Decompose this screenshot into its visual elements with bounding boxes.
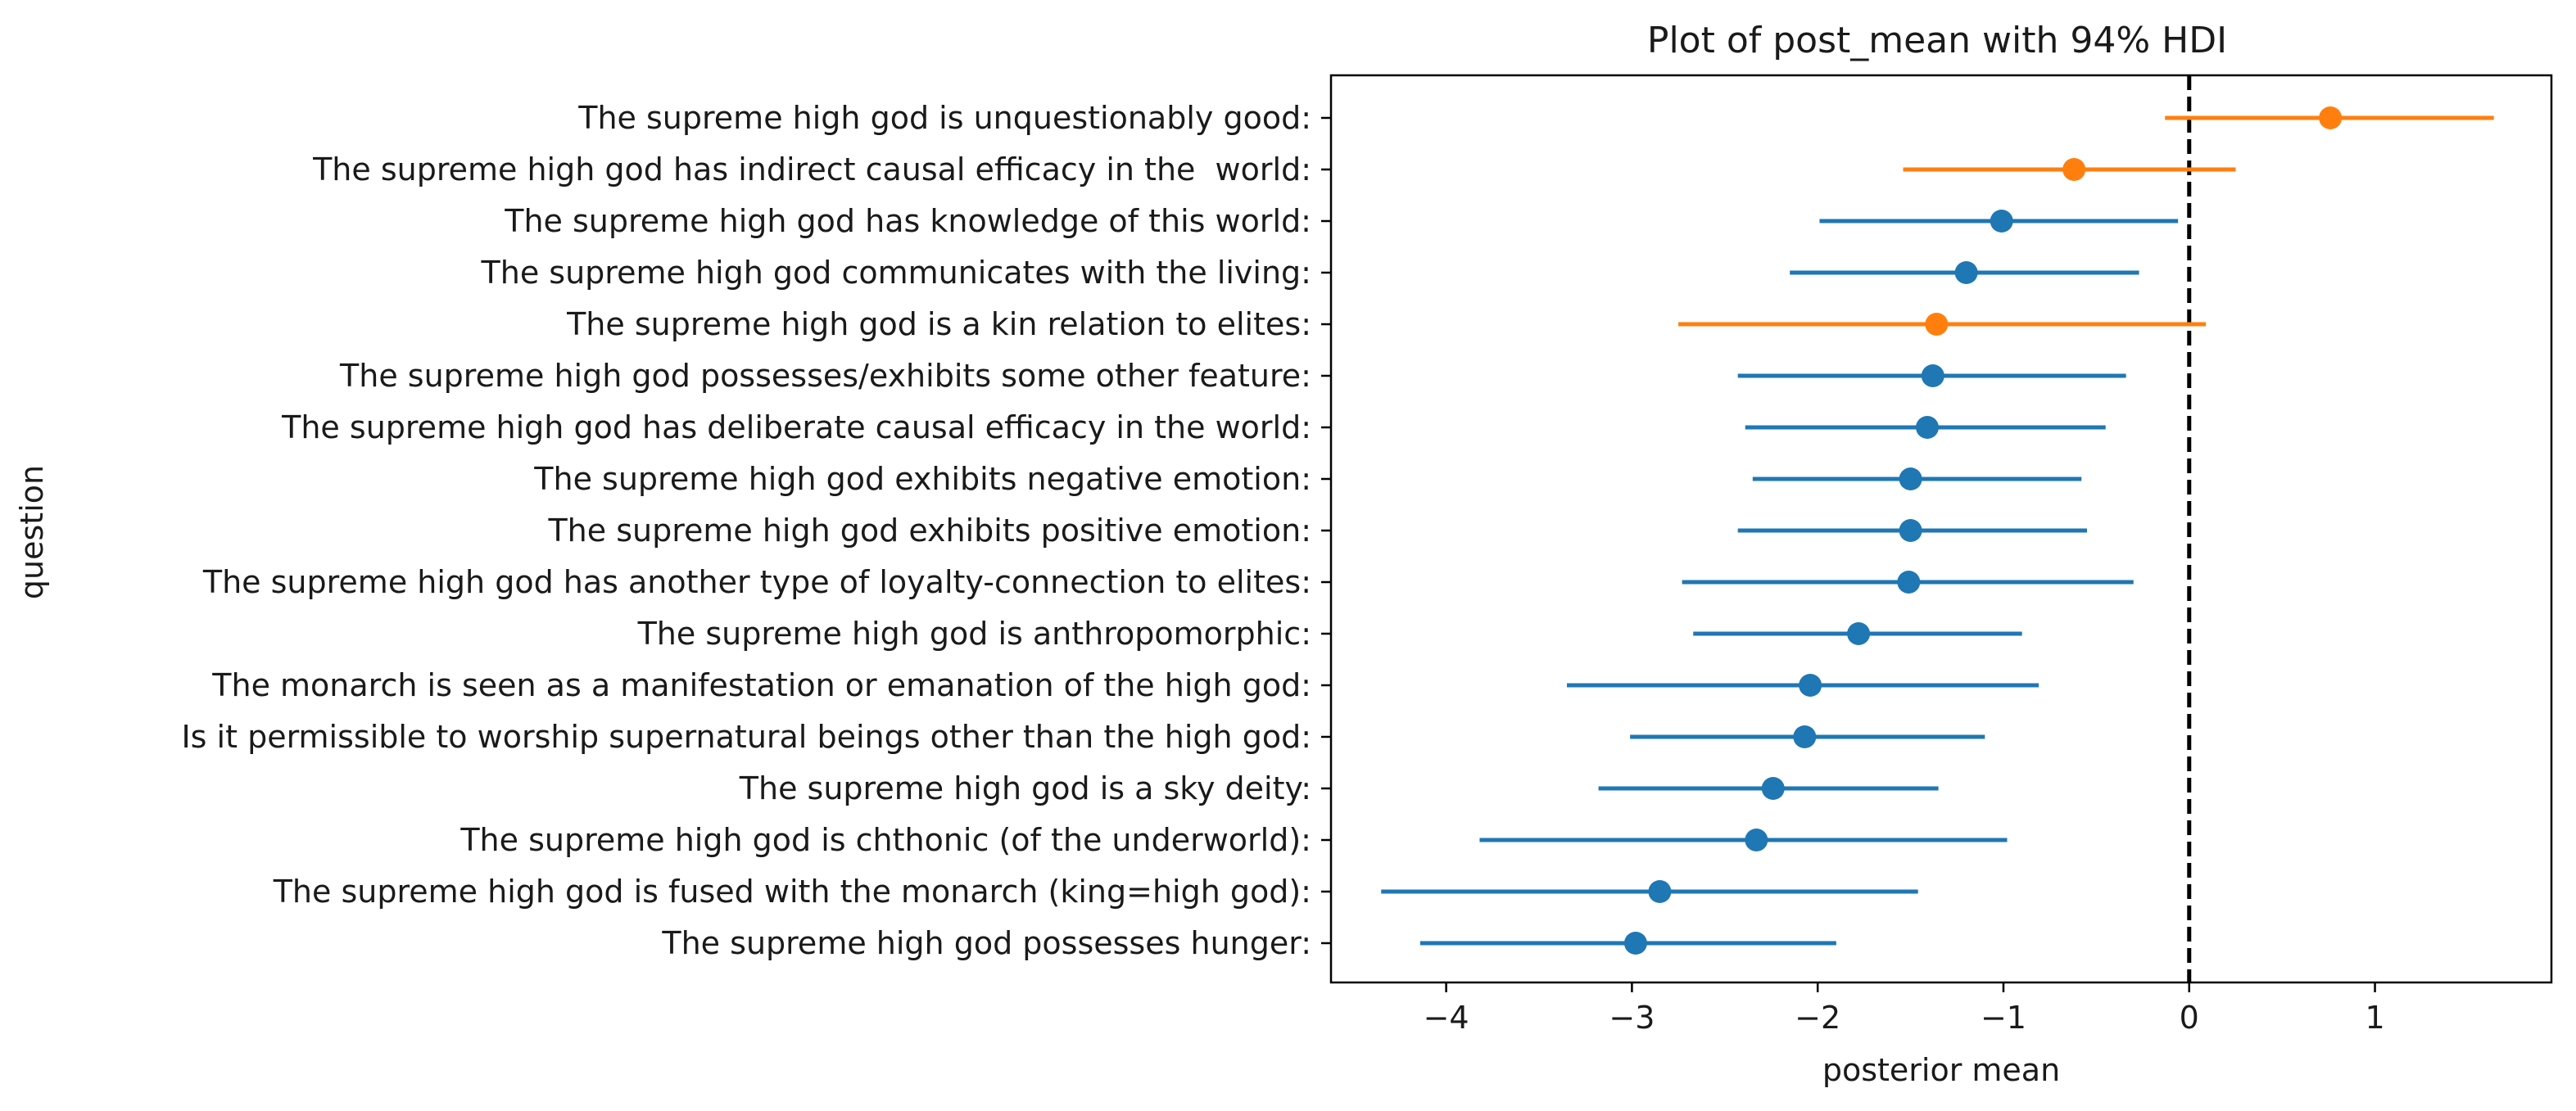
posterior-mean-point (1793, 725, 1817, 748)
posterior-mean-point (1990, 210, 2013, 233)
y-tick-label: The supreme high god has indirect causal… (312, 151, 1311, 187)
y-tick-label: The monarch is seen as a manifestation o… (211, 667, 1311, 703)
x-tick-label: −4 (1424, 1000, 1469, 1036)
posterior-mean-point (1925, 313, 1949, 336)
posterior-mean-point (1921, 364, 1944, 387)
y-tick-label: The supreme high god possesses hunger: (661, 925, 1311, 961)
y-tick-label: The supreme high god exhibits positive e… (547, 513, 1311, 549)
posterior-mean-point (1623, 932, 1647, 955)
y-tick-label: The supreme high god communicates with t… (481, 255, 1311, 291)
y-axis: The supreme high god is unquestionably g… (181, 100, 1331, 961)
posterior-mean-point (1847, 622, 1871, 645)
plot-area (1381, 75, 2494, 982)
posterior-mean-point (1799, 674, 1822, 697)
y-tick-label: The supreme high god is a kin relation t… (566, 306, 1311, 342)
plot-frame (1329, 74, 2553, 984)
y-tick-label: The supreme high god has knowledge of th… (504, 203, 1311, 239)
y-tick-label: The supreme high god has another type of… (202, 564, 1311, 600)
y-tick-label: The supreme high god exhibits negative e… (533, 461, 1311, 497)
posterior-mean-point (2319, 106, 2343, 129)
x-tick-label: −3 (1609, 1000, 1655, 1036)
posterior-mean-point (1745, 829, 1768, 851)
posterior-mean-point (1648, 880, 1672, 903)
posterior-mean-point (1897, 571, 1921, 594)
posterior-mean-point (1899, 519, 1922, 542)
y-tick-label: The supreme high god is anthropomorphic: (637, 616, 1311, 652)
posterior-mean-point (1761, 777, 1785, 800)
y-tick-label: The supreme high god is unquestionably g… (577, 100, 1311, 136)
x-axis-label: posterior mean (1822, 1052, 2060, 1088)
x-tick-label: 0 (2180, 1000, 2199, 1036)
posterior-mean-point (1915, 416, 1939, 439)
posterior-mean-point (1954, 261, 1978, 284)
y-tick-label: The supreme high god possesses/exhibits … (339, 358, 1311, 394)
y-tick-label: The supreme high god is chthonic (of the… (460, 822, 1311, 858)
y-tick-label: The supreme high god is fused with the m… (273, 874, 1311, 910)
posterior-mean-point (1899, 467, 1922, 490)
y-tick-label: Is it permissible to worship supernatura… (181, 719, 1311, 755)
x-tick-label: −2 (1795, 1000, 1840, 1036)
x-tick-label: 1 (2365, 1000, 2384, 1036)
chart-title: Plot of post_mean with 94% HDI (1647, 20, 2227, 61)
x-tick-label: −1 (1981, 1000, 2026, 1036)
y-axis-label: question (14, 465, 50, 599)
x-axis: −4 −3 −2 −1 0 1 (1424, 982, 2385, 1036)
y-tick-label: The supreme high god has deliberate caus… (281, 409, 1311, 445)
y-tick-label: The supreme high god is a sky deity: (739, 770, 1311, 806)
posterior-mean-point (2062, 158, 2086, 181)
